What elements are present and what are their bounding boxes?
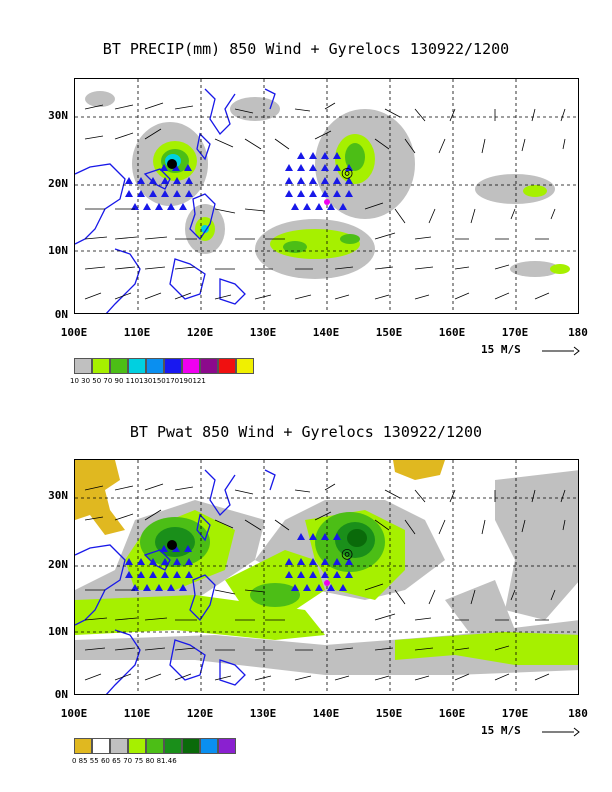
panel1-title: BT PRECIP(mm) 850 Wind + Gyrelocs 130922… xyxy=(102,40,510,58)
panel2-title: BT Pwat 850 Wind + Gyrelocs 130922/1200 xyxy=(129,423,483,441)
panel2-lat-30n: 30N xyxy=(48,489,68,502)
colorbar-swatch xyxy=(146,358,164,374)
panel1-coastlines xyxy=(75,88,276,313)
panel2-colorbar-labels: 0 85 55 60 65 70 75 80 81.46 xyxy=(72,757,177,765)
colorbar-swatch xyxy=(200,738,218,754)
panel1-grid xyxy=(75,79,578,313)
colorbar-swatch xyxy=(164,358,182,374)
panel2-pwat-dry xyxy=(75,460,445,535)
panel1-gyre-triangles xyxy=(125,152,353,210)
panel2-center-marker xyxy=(324,580,330,586)
panel2-lon-110e: 110E xyxy=(123,707,151,720)
panel2-wind-arrows xyxy=(84,483,566,681)
colorbar-swatch xyxy=(92,358,110,374)
panel2-lat-10n: 10N xyxy=(48,625,68,638)
colorbar-swatch xyxy=(92,738,110,754)
panel2-lon-120e: 120E xyxy=(186,707,214,720)
colorbar-swatch xyxy=(128,738,146,754)
colorbar-swatch xyxy=(182,738,200,754)
colorbar-swatch xyxy=(218,358,236,374)
panel1-map-svg: ◎ xyxy=(75,79,578,313)
panel1-lon-170e: 170E xyxy=(501,326,529,339)
panel1-lon-130e: 130E xyxy=(249,326,277,339)
colorbar-swatch xyxy=(110,358,128,374)
panel1-wind-arrows xyxy=(84,102,566,300)
panel2-cyclone-icon: ◎ xyxy=(341,546,353,562)
panel2-colorbar xyxy=(74,738,236,754)
panel1-lon-150e: 150E xyxy=(375,326,403,339)
panel2-lon-180: 180 xyxy=(568,707,588,720)
panel2-lon-100e: 100E xyxy=(60,707,88,720)
panel2-lat-0n: 0N xyxy=(54,688,68,701)
panel1-scale-label: 15 M/S xyxy=(481,343,521,356)
colorbar-swatch xyxy=(164,738,182,754)
panel2-pwat-75 xyxy=(347,529,367,547)
panel1-lat-30n: 30N xyxy=(48,109,68,122)
panel1-lon-120e: 120E xyxy=(186,326,214,339)
panel2-storm-center-icon xyxy=(167,540,177,550)
panel2-lon-170e: 170E xyxy=(501,707,529,720)
colorbar-swatch xyxy=(74,738,92,754)
panel1-map: ◎ xyxy=(74,78,579,314)
panel1-lon-140e: 140E xyxy=(312,326,340,339)
panel1-lon-180: 180 xyxy=(568,326,588,339)
colorbar-swatch xyxy=(236,358,254,374)
panel1-storm-center-icon xyxy=(167,159,177,169)
panel2-map-svg: ◎ xyxy=(75,460,578,694)
panel1-lon-160e: 160E xyxy=(438,326,466,339)
colorbar-swatch xyxy=(146,738,164,754)
panel1-lat-20n: 20N xyxy=(48,177,68,190)
colorbar-swatch xyxy=(182,358,200,374)
panel1-cyclone-icon: ◎ xyxy=(341,165,353,181)
panel2-lon-160e: 160E xyxy=(438,707,466,720)
panel2-lon-130e: 130E xyxy=(249,707,277,720)
colorbar-swatch xyxy=(218,738,236,754)
panel1-colorbar xyxy=(74,358,254,374)
colorbar-swatch xyxy=(128,358,146,374)
panel1-lon-110e: 110E xyxy=(123,326,151,339)
colorbar-swatch xyxy=(110,738,128,754)
panel1-center-marker xyxy=(324,199,330,205)
panel1-lat-10n: 10N xyxy=(48,244,68,257)
panel2-scale-arrow-icon xyxy=(542,727,580,737)
panel1-scale-arrow-icon xyxy=(542,346,580,356)
panel2-map: ◎ xyxy=(74,459,579,695)
panel1-colorbar-labels: 10 30 50 70 90 110130150170190121 xyxy=(70,377,206,385)
panel2-lat-20n: 20N xyxy=(48,558,68,571)
panel2-lon-140e: 140E xyxy=(312,707,340,720)
colorbar-swatch xyxy=(74,358,92,374)
panel1-lat-0n: 0N xyxy=(54,308,68,321)
panel2-grid xyxy=(75,460,578,694)
panel2-scale-label: 15 M/S xyxy=(481,724,521,737)
colorbar-swatch xyxy=(200,358,218,374)
panel2-lon-150e: 150E xyxy=(375,707,403,720)
panel1-lon-100e: 100E xyxy=(60,326,88,339)
panel2-gyre-triangles xyxy=(125,533,353,591)
